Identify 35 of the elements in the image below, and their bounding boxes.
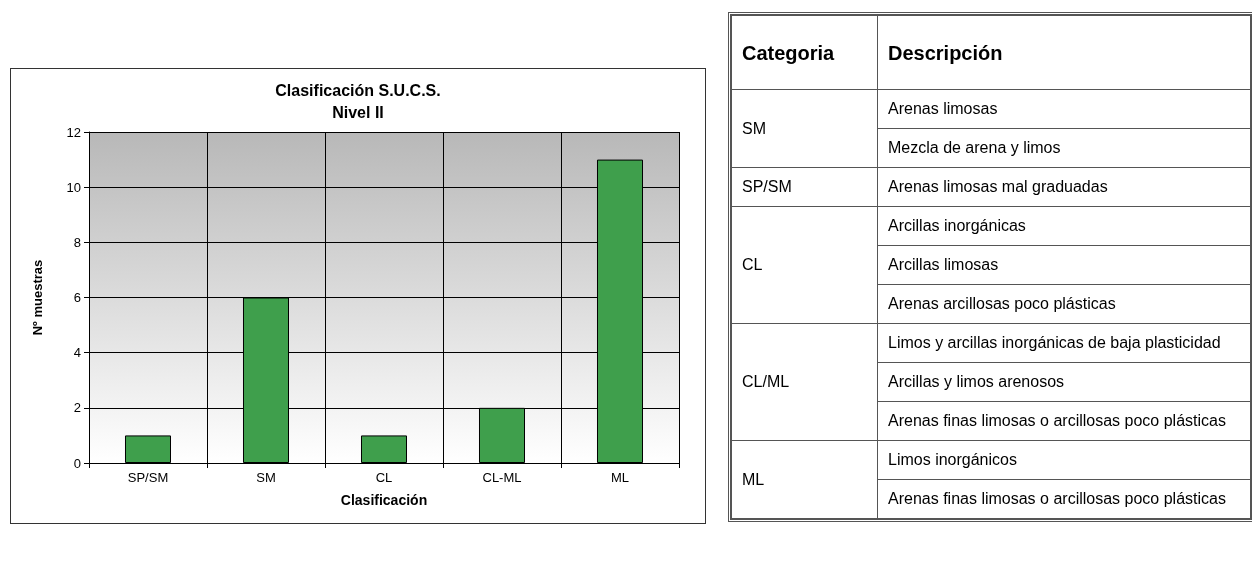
x-tick-label: CL-ML: [482, 470, 522, 485]
text: SM: [742, 119, 766, 137]
text: Arcillas y limos arenosos: [888, 373, 1065, 390]
y-tick-label: 8: [73, 234, 81, 250]
y-tick-label: 6: [73, 290, 81, 305]
x-tick-label: ML: [610, 470, 630, 485]
y-tick-label: 4: [73, 345, 81, 361]
text: Limos inorgánicos: [888, 451, 1017, 468]
category-label: Descripción: [877, 15, 1251, 90]
text: CL/ML: [742, 373, 790, 390]
chart-subtitle: Nivel II: [332, 103, 384, 121]
text: Arcillas limosas: [888, 256, 999, 273]
category-label: Categoria: [731, 15, 878, 90]
y-tick-label: 2: [73, 400, 81, 416]
text: Arenas finas limosas o arcillosas poco plásticas: [888, 490, 1226, 507]
y-tick-label: 0: [73, 455, 81, 471]
x-tick-label: SP/SM: [127, 470, 169, 485]
text: Arenas limosas mal graduadas: [888, 178, 1108, 195]
x-axis-title: Clasificación: [340, 492, 428, 508]
text: SP/SM: [742, 178, 792, 195]
text: Arenas finas limosas o arcillosas poco plásticas: [888, 412, 1226, 429]
y-tick-label: 10: [66, 179, 81, 195]
bar: [124, 435, 172, 463]
x-tick-label: SM: [256, 470, 276, 485]
text: Limos y arcillas inorgánicas de baja plasticidad: [888, 334, 1221, 351]
text: Arenas limosas: [888, 100, 998, 117]
text: CL: [742, 256, 763, 273]
text: Mezcla de arena y limos: [888, 139, 1061, 156]
y-tick-label: 12: [66, 124, 81, 140]
x-tick-label: CL: [375, 470, 393, 485]
y-axis-title: Nº muestras: [30, 259, 45, 336]
text: Arcillas inorgánicas: [888, 217, 1026, 234]
text: Arenas arcillosas poco plásticas: [888, 295, 1116, 312]
chart-title: Clasificación S.U.C.S.: [275, 81, 441, 99]
bar: [360, 435, 408, 463]
